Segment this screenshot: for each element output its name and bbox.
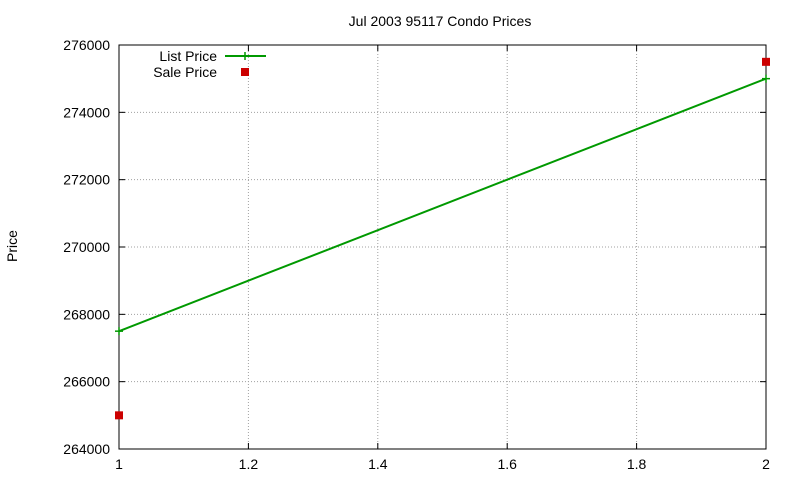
list-price-line [118,77,767,333]
grid [119,45,766,449]
y-tick-label: 272000 [63,172,110,188]
x-tick-label: 1 [115,456,123,472]
y-tick-label: 266000 [63,374,110,390]
legend-label: List Price [159,48,217,64]
list-price-point [762,74,770,83]
sale-price-series [115,57,770,420]
y-tick-label: 276000 [63,37,110,53]
x-tick-label: 1.2 [239,456,259,472]
plot-series [115,57,770,420]
x-tick-label: 1.4 [368,456,388,472]
x-tick-label: 2 [762,456,770,472]
plot-border [118,44,767,450]
y-tick-label: 270000 [63,239,110,255]
legend-label: Sale Price [153,64,217,80]
list-price-series [115,74,770,336]
list-price-point [115,327,123,336]
axes: 1 1.2 1.4 1.6 1.8 2 264000 266000 268000 270000 27… [63,37,770,472]
x-tick-label: 1.8 [627,456,647,472]
legend-swatch-marker [241,68,249,76]
y-tick-label: 268000 [63,306,110,322]
sale-price-point [115,411,123,420]
y-tick-label: 274000 [63,104,110,120]
legend-swatch-marker [241,52,249,60]
chart-title: Jul 2003 95117 Condo Prices [349,13,532,29]
y-tick-label: 264000 [63,441,110,457]
x-tick-label: 1.6 [497,456,517,472]
sale-price-point [762,57,770,66]
y-axis-label: Price [4,230,20,262]
